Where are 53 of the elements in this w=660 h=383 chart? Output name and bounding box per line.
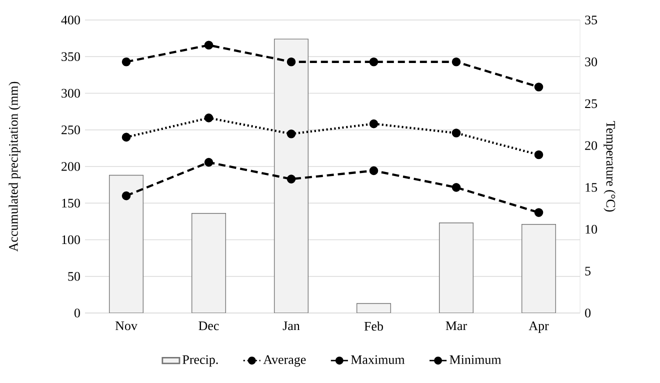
y2-tick-label: 5 bbox=[585, 266, 591, 276]
bar bbox=[274, 38, 309, 313]
point bbox=[452, 57, 461, 66]
y2-axis-title: Temperature (°C) bbox=[604, 121, 616, 212]
bar bbox=[438, 222, 474, 313]
bar bbox=[191, 213, 226, 313]
point bbox=[204, 40, 214, 50]
x-tick-label: Nov bbox=[115, 322, 138, 330]
legend-label: Average bbox=[263, 355, 306, 367]
y-axis-title: Accumulated precipitation (mm) bbox=[8, 82, 20, 252]
y-tick-label: 350 bbox=[62, 52, 80, 62]
y-tick-label: 150 bbox=[62, 198, 80, 208]
point bbox=[122, 191, 131, 200]
x-tick-label: Apr bbox=[528, 322, 549, 333]
y-tick-label: 250 bbox=[62, 125, 80, 134]
point bbox=[534, 82, 544, 92]
point bbox=[204, 114, 214, 122]
y-tick-label: 400 bbox=[61, 16, 80, 24]
bar bbox=[356, 303, 392, 313]
y-tick-label: 0 bbox=[74, 308, 80, 318]
point bbox=[534, 150, 544, 160]
bar bbox=[521, 224, 556, 313]
y-tick-label: 200 bbox=[62, 162, 80, 171]
point bbox=[286, 57, 296, 66]
point bbox=[534, 208, 544, 217]
y2-tick-label: 35 bbox=[585, 16, 598, 24]
point bbox=[369, 166, 378, 176]
point bbox=[122, 132, 131, 142]
point bbox=[286, 129, 296, 138]
bar bbox=[108, 174, 144, 313]
x-tick-label: Dec bbox=[198, 322, 219, 330]
y-tick-label: 100 bbox=[62, 235, 80, 244]
legend-label: Maximum bbox=[351, 355, 405, 364]
point bbox=[452, 183, 461, 192]
y2-tick-label: 10 bbox=[586, 224, 598, 234]
y2-tick-label: 0 bbox=[585, 308, 591, 318]
point bbox=[369, 119, 378, 128]
y-tick-label: 300 bbox=[62, 88, 80, 98]
legend-label: Precip. bbox=[182, 355, 218, 367]
x-tick-label: Mar bbox=[446, 322, 467, 330]
y2-tick-label: 15 bbox=[586, 183, 598, 192]
y2-tick-label: 30 bbox=[585, 57, 598, 66]
point bbox=[369, 57, 378, 66]
point bbox=[204, 158, 214, 167]
legend-label: Minimum bbox=[450, 355, 502, 364]
x-tick-label: Jan bbox=[282, 322, 300, 330]
point bbox=[122, 57, 131, 66]
y2-tick-label: 20 bbox=[585, 141, 598, 150]
point bbox=[452, 128, 461, 138]
x-tick-label: Feb bbox=[364, 322, 384, 331]
y-tick-label: 50 bbox=[68, 272, 80, 281]
y2-tick-label: 25 bbox=[585, 99, 598, 108]
point bbox=[286, 174, 296, 184]
